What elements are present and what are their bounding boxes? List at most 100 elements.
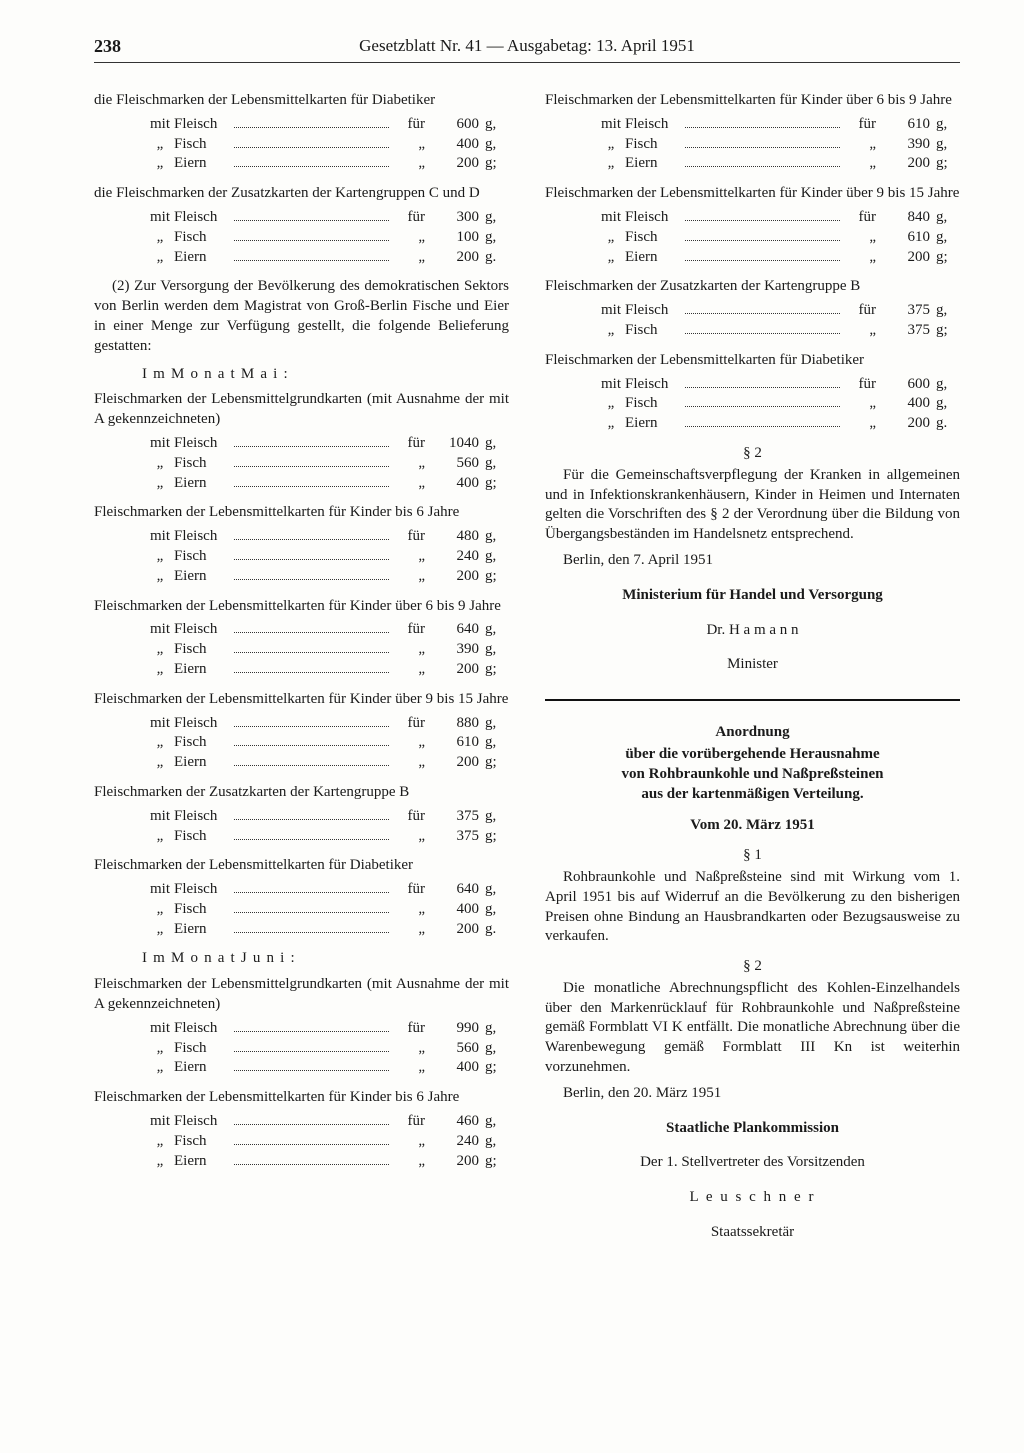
- leader-dots: [234, 547, 389, 560]
- ration-amount: 200: [876, 414, 930, 434]
- ration-item: Eiern: [625, 154, 679, 174]
- ration-unit: g;: [479, 1152, 509, 1172]
- ration-amount: 200: [425, 660, 479, 680]
- ration-list: mitFleischfür840g,„Fisch„610g,„Eiern„200…: [545, 208, 960, 267]
- ration-unit: g,: [479, 527, 509, 547]
- ration-prefix: mit: [597, 375, 625, 395]
- ration-unit: g,: [930, 394, 960, 414]
- ration-row: „Eiern„200g;: [94, 154, 509, 174]
- ration-item: Fisch: [174, 454, 228, 474]
- ration-prefix: „: [146, 733, 174, 753]
- leader-dots: [234, 1112, 389, 1125]
- ration-for: „: [846, 321, 876, 341]
- ration-item: Eiern: [174, 154, 228, 174]
- signature-block: Staatliche Plankommission Der 1. Stellve…: [545, 1119, 960, 1243]
- ration-amount: 400: [425, 1058, 479, 1078]
- ration-unit: g.: [479, 920, 509, 940]
- ration-prefix: mit: [597, 301, 625, 321]
- ration-amount: 200: [425, 248, 479, 268]
- ration-amount: 400: [425, 135, 479, 155]
- signer-name: L e u s c h n e r: [545, 1188, 960, 1208]
- ration-for: „: [395, 1152, 425, 1172]
- ration-for: für: [395, 527, 425, 547]
- ration-row: mitFleischfür460g,: [94, 1112, 509, 1132]
- ration-row: mitFleischfür480g,: [94, 527, 509, 547]
- ration-row: „Fisch„560g,: [94, 1039, 509, 1059]
- ration-item: Eiern: [174, 920, 228, 940]
- ration-row: „Fisch„390g,: [545, 135, 960, 155]
- leader-dots: [234, 248, 389, 261]
- ration-list: mitFleischfür880g,„Fisch„610g,„Eiern„200…: [94, 714, 509, 773]
- paragraph: Fleischmarken der Lebensmittelkarten für…: [94, 1088, 509, 1108]
- month-heading: I m M o n a t J u n i :: [142, 949, 509, 969]
- ration-row: mitFleischfür640g,: [94, 620, 509, 640]
- ration-unit: g,: [930, 208, 960, 228]
- ration-list: mitFleischfür1040g,„Fisch„560g,„Eiern„40…: [94, 434, 509, 493]
- ration-item: Fleisch: [174, 1112, 228, 1132]
- ration-unit: g.: [479, 248, 509, 268]
- ration-unit: g,: [479, 115, 509, 135]
- leader-dots: [234, 1132, 389, 1145]
- ration-prefix: mit: [146, 434, 174, 454]
- ration-amount: 400: [876, 394, 930, 414]
- ration-list: mitFleischfür375g,„Fisch„375g;: [545, 301, 960, 341]
- ration-unit: g,: [930, 301, 960, 321]
- ration-amount: 200: [876, 154, 930, 174]
- paragraph: (2) Zur Versorgung der Bevölkerung des d…: [94, 277, 509, 356]
- ration-for: „: [846, 414, 876, 434]
- ration-amount: 640: [425, 620, 479, 640]
- ration-row: „Fisch„375g;: [94, 827, 509, 847]
- ration-amount: 640: [425, 880, 479, 900]
- ration-item: Fleisch: [174, 807, 228, 827]
- ration-list: mitFleischfür610g,„Fisch„390g,„Eiern„200…: [545, 115, 960, 174]
- leader-dots: [685, 228, 840, 241]
- ration-unit: g,: [930, 135, 960, 155]
- ration-row: „Eiern„200g;: [545, 248, 960, 268]
- ration-amount: 200: [425, 567, 479, 587]
- leader-dots: [685, 321, 840, 334]
- ration-item: Eiern: [174, 753, 228, 773]
- ration-list: mitFleischfür640g,„Fisch„390g,„Eiern„200…: [94, 620, 509, 679]
- ration-for: „: [395, 1132, 425, 1152]
- ration-prefix: „: [146, 547, 174, 567]
- ration-prefix: „: [146, 1132, 174, 1152]
- ration-item: Fleisch: [174, 208, 228, 228]
- ration-unit: g,: [479, 900, 509, 920]
- leader-dots: [685, 414, 840, 427]
- ration-list: mitFleischfür600g,„Fisch„400g,„Eiern„200…: [545, 375, 960, 434]
- ration-row: „Fisch„375g;: [545, 321, 960, 341]
- leader-dots: [685, 301, 840, 314]
- ration-amount: 610: [425, 733, 479, 753]
- ration-unit: g,: [930, 115, 960, 135]
- ration-amount: 610: [876, 228, 930, 248]
- ration-for: „: [846, 135, 876, 155]
- ration-item: Fisch: [625, 135, 679, 155]
- ration-for: „: [395, 248, 425, 268]
- ration-item: Fleisch: [174, 115, 228, 135]
- ration-for: für: [395, 880, 425, 900]
- ration-for: „: [395, 827, 425, 847]
- ration-item: Fisch: [174, 228, 228, 248]
- ration-unit: g,: [479, 714, 509, 734]
- ration-item: Fleisch: [625, 208, 679, 228]
- ration-row: „Fisch„560g,: [94, 454, 509, 474]
- ration-amount: 300: [425, 208, 479, 228]
- paragraph: Für die Gemeinschaftsverpflegung der Kra…: [545, 466, 960, 545]
- ration-prefix: „: [146, 640, 174, 660]
- paragraph: die Fleischmarken der Lebensmittelkarten…: [94, 91, 509, 111]
- ration-amount: 375: [876, 301, 930, 321]
- ration-unit: g,: [930, 375, 960, 395]
- ration-item: Fisch: [174, 1039, 228, 1059]
- ration-prefix: mit: [597, 115, 625, 135]
- paragraph: Fleischmarken der Lebensmittelkarten für…: [545, 184, 960, 204]
- ration-list: mitFleischfür990g,„Fisch„560g,„Eiern„400…: [94, 1019, 509, 1078]
- leader-dots: [234, 900, 389, 913]
- ration-row: mitFleischfür1040g,: [94, 434, 509, 454]
- leader-dots: [234, 660, 389, 673]
- ration-unit: g,: [479, 228, 509, 248]
- ration-prefix: „: [146, 154, 174, 174]
- ration-item: Eiern: [174, 1058, 228, 1078]
- ration-item: Fisch: [174, 900, 228, 920]
- paragraph: Fleischmarken der Lebensmittelkarten für…: [94, 856, 509, 876]
- ration-item: Fleisch: [174, 714, 228, 734]
